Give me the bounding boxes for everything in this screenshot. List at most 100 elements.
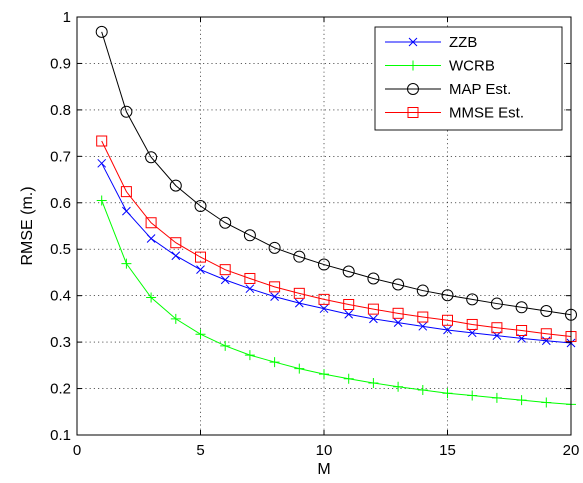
data-point-wcrb xyxy=(146,292,157,303)
data-point-zzb xyxy=(220,275,230,285)
data-point-wcrb xyxy=(269,357,280,368)
data-point-map-est xyxy=(392,278,405,291)
series-lines xyxy=(95,25,577,410)
data-point-wcrb xyxy=(343,373,354,384)
data-point-zzb xyxy=(443,325,452,335)
data-point-mmse-est xyxy=(145,217,157,229)
series-line-zzb xyxy=(101,163,572,344)
y-tick-label: 0.2 xyxy=(50,381,71,398)
data-point-map-est xyxy=(540,304,553,317)
data-point-mmse-est xyxy=(170,237,182,249)
data-point-map-est xyxy=(95,25,108,38)
data-point-map-est xyxy=(466,293,479,306)
data-point-wcrb xyxy=(244,350,255,361)
x-tick-label: 5 xyxy=(196,442,204,459)
data-point-zzb xyxy=(541,336,551,346)
y-tick-label: 0.5 xyxy=(50,241,71,258)
data-point-map-est xyxy=(194,200,207,213)
data-point-mmse-est xyxy=(367,303,379,315)
data-point-zzb xyxy=(270,292,279,301)
data-point-zzb xyxy=(344,309,354,319)
data-point-wcrb xyxy=(467,390,478,401)
data-point-mmse-est xyxy=(120,186,132,198)
y-tick-label: 0.6 xyxy=(50,195,71,212)
axis-ticks: 0 5 10 15 20 0.1 0.2 0.3 0.4 0.5 0.6 0.7 0.8 0.9 1 xyxy=(50,9,579,459)
data-point-map-est xyxy=(490,297,503,310)
data-point-map-est xyxy=(169,179,182,192)
legend-item-wcrb: WCRB xyxy=(385,58,495,75)
legend-swatch-marker xyxy=(407,83,419,95)
data-point-zzb xyxy=(171,251,181,261)
data-point-zzb xyxy=(146,234,156,243)
data-point-map-est xyxy=(441,289,454,302)
y-tick-label: 0.9 xyxy=(50,55,71,72)
x-tick-label: 10 xyxy=(316,442,333,459)
data-point-mmse-est xyxy=(195,251,206,263)
data-point-wcrb xyxy=(541,397,552,408)
data-point-zzb xyxy=(196,265,205,275)
data-point-map-est xyxy=(318,258,330,271)
data-point-map-est xyxy=(145,151,158,164)
data-point-wcrb xyxy=(195,329,206,340)
data-point-zzb xyxy=(97,158,107,168)
legend-swatch-marker xyxy=(407,107,419,118)
data-point-mmse-est xyxy=(417,311,429,323)
legend-label: MAP Est. xyxy=(449,81,511,98)
legend-item-map-est: MAP Est. xyxy=(385,81,511,98)
series-line-mmse-est xyxy=(101,140,572,338)
data-point-wcrb xyxy=(220,340,231,351)
data-point-wcrb xyxy=(491,392,502,403)
data-point-mmse-est xyxy=(442,314,453,326)
data-point-mmse-est xyxy=(516,325,528,336)
data-point-mmse-est xyxy=(244,272,256,284)
y-axis-label: RMSE (m.) xyxy=(19,186,36,265)
y-tick-label: 1 xyxy=(63,9,71,26)
data-point-map-est xyxy=(515,301,528,314)
series-wcrb xyxy=(96,195,576,410)
data-point-mmse-est xyxy=(219,264,231,276)
legend-item-mmse-est: MMSE Est. xyxy=(385,105,524,122)
data-point-mmse-est xyxy=(392,307,404,319)
data-point-wcrb xyxy=(294,363,305,374)
data-point-map-est xyxy=(243,229,256,242)
data-point-wcrb xyxy=(96,195,107,206)
data-point-map-est xyxy=(120,105,133,118)
series-zzb xyxy=(97,158,576,348)
x-tick-label: 20 xyxy=(563,442,580,459)
x-tick-label: 0 xyxy=(73,442,81,459)
y-tick-label: 0.8 xyxy=(50,102,71,119)
data-point-zzb xyxy=(467,328,477,338)
data-point-mmse-est xyxy=(293,287,305,299)
x-axis-label: M xyxy=(317,461,330,478)
data-point-map-est xyxy=(293,250,306,263)
data-point-mmse-est xyxy=(96,135,108,147)
data-point-zzb xyxy=(319,304,329,314)
data-point-zzb xyxy=(122,206,131,216)
legend-swatch-marker xyxy=(408,37,418,47)
data-point-mmse-est xyxy=(540,328,552,340)
y-tick-label: 0.7 xyxy=(50,148,71,165)
data-point-zzb xyxy=(245,284,255,294)
data-point-zzb xyxy=(393,318,403,327)
data-point-map-est xyxy=(367,272,380,285)
data-point-wcrb xyxy=(319,369,329,380)
data-point-wcrb xyxy=(170,313,181,324)
series-mmse-est xyxy=(96,135,577,343)
data-point-map-est xyxy=(342,265,355,278)
data-point-zzb xyxy=(294,298,304,308)
y-tick-label: 0.1 xyxy=(50,427,71,444)
data-point-map-est xyxy=(268,241,281,254)
legend-label: MMSE Est. xyxy=(449,105,524,122)
data-point-mmse-est xyxy=(269,281,281,293)
data-point-mmse-est xyxy=(466,318,478,330)
data-point-mmse-est xyxy=(318,293,330,305)
data-point-wcrb xyxy=(442,388,453,399)
data-point-map-est xyxy=(219,216,232,229)
legend: ZZB WCRB MAP Est. MMSE Est. xyxy=(374,26,563,131)
data-point-zzb xyxy=(369,314,378,324)
data-point-wcrb xyxy=(368,377,379,388)
data-point-mmse-est xyxy=(491,322,503,334)
data-point-zzb xyxy=(418,321,428,331)
data-point-wcrb xyxy=(121,258,132,269)
legend-item-zzb: ZZB xyxy=(385,34,477,51)
